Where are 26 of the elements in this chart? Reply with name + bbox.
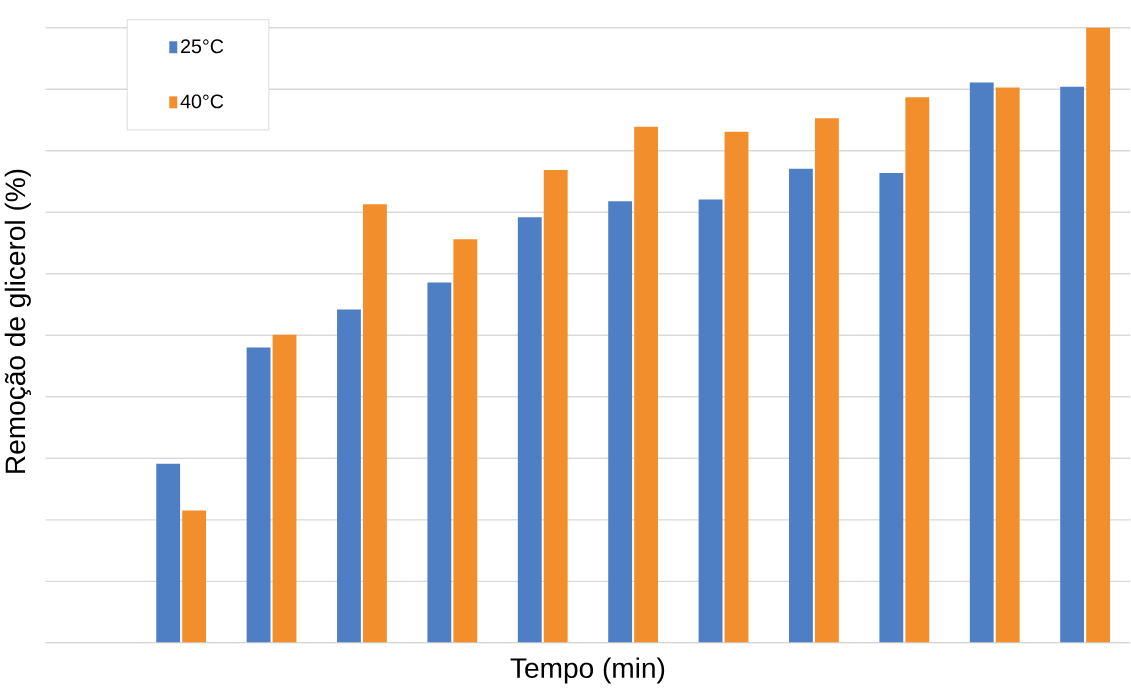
bar	[724, 131, 749, 643]
bar	[156, 463, 181, 643]
y-axis-title: Remoção de glicerol (%)	[4, 169, 31, 473]
bar	[272, 334, 297, 643]
bar	[337, 309, 361, 643]
bar	[634, 126, 659, 643]
x-axis-title: Tempo (min)	[510, 657, 665, 684]
bar	[905, 97, 930, 643]
bar	[517, 217, 542, 643]
bar	[1086, 27, 1111, 643]
legend-label: 40°C	[180, 94, 224, 109]
bar	[969, 82, 994, 643]
bar	[453, 239, 478, 643]
bar	[879, 172, 904, 643]
bar	[182, 510, 207, 643]
bar	[427, 282, 452, 643]
bar	[789, 168, 813, 643]
bar	[608, 201, 633, 643]
bar	[543, 169, 568, 643]
bar	[995, 87, 1020, 643]
bar	[698, 199, 723, 643]
bar	[1060, 86, 1085, 643]
bar	[814, 118, 839, 643]
legend-label: 25°C	[181, 39, 224, 54]
bar	[363, 204, 387, 643]
bar	[246, 347, 271, 643]
